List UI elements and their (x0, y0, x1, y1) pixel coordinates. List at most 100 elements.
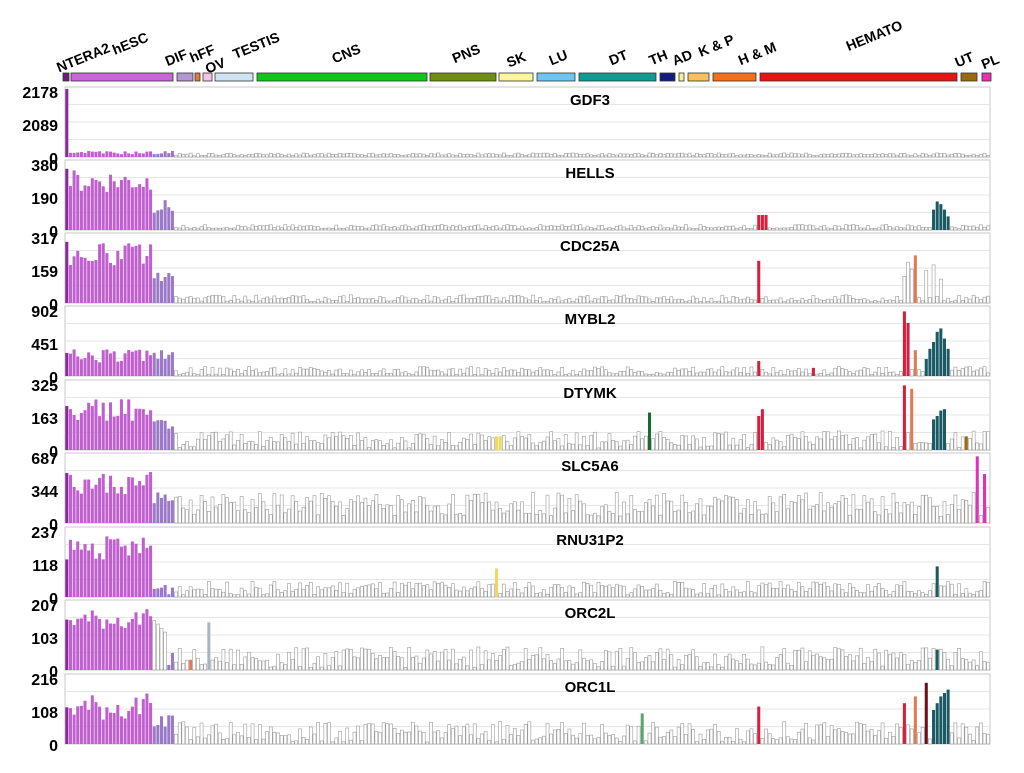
bar (979, 651, 983, 671)
bar (709, 153, 714, 158)
bar (319, 589, 324, 598)
bar (316, 153, 320, 158)
bar (498, 436, 502, 450)
bar (451, 445, 455, 451)
bar (381, 297, 386, 304)
bar (272, 295, 277, 304)
y-tick-label: 317 (31, 231, 58, 248)
bar (724, 431, 728, 451)
bar (327, 370, 331, 377)
bar (735, 444, 739, 451)
bar (600, 153, 604, 158)
bar (957, 370, 961, 377)
bar (440, 439, 444, 451)
bar (611, 154, 615, 158)
bar (917, 155, 921, 158)
bar (109, 353, 113, 376)
bar (127, 555, 131, 597)
bar (400, 155, 404, 158)
bar (603, 227, 608, 231)
bar (101, 350, 105, 376)
bar (374, 494, 379, 524)
bar (574, 374, 579, 377)
bar (87, 621, 91, 670)
bar (349, 435, 353, 451)
bar (465, 367, 470, 377)
bar (775, 511, 779, 524)
bar (225, 738, 229, 745)
bar (582, 368, 586, 377)
bar (163, 631, 167, 671)
bar (243, 656, 248, 671)
bar (170, 210, 174, 230)
bar (647, 227, 652, 231)
bar (217, 295, 222, 304)
bar (538, 153, 543, 158)
bar (425, 366, 430, 377)
bar (760, 409, 764, 450)
bar (818, 492, 823, 524)
bar (636, 584, 641, 598)
bar (647, 298, 652, 304)
bar (483, 153, 488, 158)
bar (713, 584, 717, 598)
bar (505, 725, 510, 745)
bar (858, 647, 863, 671)
tissue-group-bar (712, 72, 757, 82)
bar (94, 558, 98, 597)
bar (949, 665, 954, 671)
bar (502, 225, 506, 231)
bar (560, 224, 564, 231)
bar (855, 437, 859, 451)
bar (574, 494, 579, 524)
bar (789, 297, 794, 304)
bar (185, 659, 189, 671)
bar (268, 298, 273, 304)
bar (421, 657, 426, 671)
bar (127, 180, 131, 230)
bar (888, 513, 892, 524)
bar (112, 152, 116, 157)
bar (913, 662, 918, 671)
bar (946, 581, 950, 598)
bar (840, 649, 845, 671)
bar (472, 374, 477, 377)
bar (159, 587, 164, 597)
bar (749, 663, 754, 671)
bar (542, 513, 546, 524)
bar (866, 657, 870, 671)
bar (498, 154, 503, 158)
bar (327, 227, 331, 231)
bar (414, 655, 419, 671)
bar (174, 496, 178, 524)
bar (265, 296, 269, 304)
bar (502, 649, 506, 671)
bar (753, 224, 757, 231)
bar (960, 593, 965, 598)
bar (695, 297, 699, 304)
bar (403, 511, 408, 524)
bar (159, 420, 164, 450)
bar (123, 718, 127, 744)
bar (432, 731, 437, 745)
bar (800, 647, 805, 671)
bar (130, 420, 134, 450)
bar (571, 510, 575, 524)
bar (228, 593, 233, 598)
bar (924, 227, 929, 231)
bar (909, 659, 914, 671)
bar (567, 728, 572, 745)
bar (72, 549, 76, 597)
bar (163, 200, 167, 230)
bar (847, 733, 852, 745)
bar (83, 479, 87, 523)
bar (254, 657, 259, 671)
bar (447, 432, 452, 451)
bar (505, 510, 510, 524)
bar (574, 298, 579, 304)
bar (829, 228, 834, 231)
bar (709, 588, 714, 598)
bar (654, 652, 659, 671)
